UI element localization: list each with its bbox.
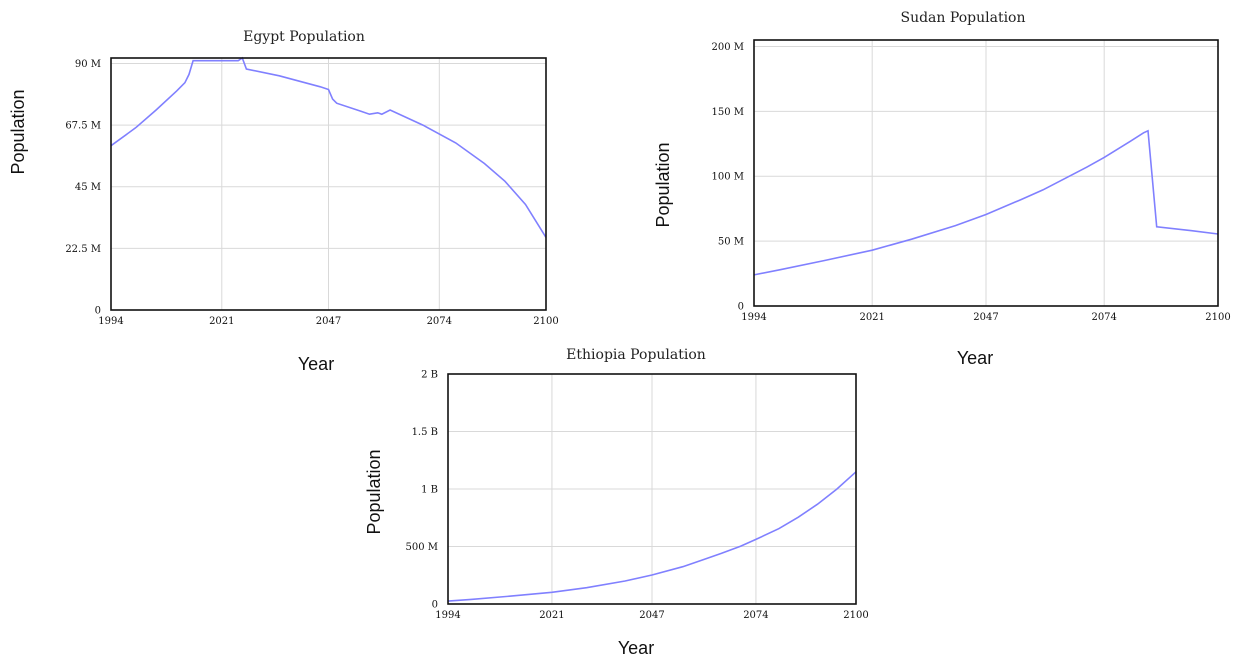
x-tick-label: 2100 [843,610,868,621]
y-axis-label: Population [8,89,28,174]
y-tick-labels: 0 50 M 100 M 150 M 200 M [711,42,744,313]
y-tick-label: 500 M [405,542,438,553]
y-axis-label: Population [653,142,673,227]
chart-title: Sudan Population [900,10,1025,26]
series-line [110,56,547,238]
series-line [447,471,857,602]
y-tick-label: 100 M [711,172,744,183]
y-tick-label: 1 B [421,485,438,496]
y-tick-label: 90 M [75,59,101,70]
y-tick-label: 0 [95,306,101,317]
x-tick-label: 2047 [973,312,998,323]
y-tick-label: 45 M [75,182,101,193]
y-tick-label: 0 [738,302,744,313]
chart-ethiopia: 1994 2021 2047 2074 2100 0 500 M 1 B 1.5 B 2 B E… [364,347,869,658]
x-tick-labels: 1994 2021 2047 2074 2100 [741,312,1230,323]
y-tick-label: 2 B [421,370,438,381]
y-tick-label: 50 M [718,237,744,248]
x-tick-label: 2021 [859,312,884,323]
y-tick-label: 200 M [711,42,744,53]
plot-frame [753,39,1219,307]
x-tick-labels: 1994 2021 2047 2074 2100 [98,316,558,327]
y-tick-label: 1.5 B [412,427,438,438]
x-tick-label: 2074 [427,316,452,327]
x-axis-label: Year [618,638,654,658]
y-tick-label: 22.5 M [65,244,101,255]
plot-frame [447,373,857,605]
gridlines [448,374,856,604]
chart-title: Egypt Population [243,29,365,45]
x-tick-label: 2074 [1091,312,1116,323]
x-tick-label: 1994 [98,316,123,327]
x-tick-label: 2047 [639,610,664,621]
x-axis-label: Year [957,348,993,368]
x-tick-labels: 1994 2021 2047 2074 2100 [435,610,868,621]
y-tick-labels: 0 500 M 1 B 1.5 B 2 B [405,370,438,611]
chart-sudan: 1994 2021 2047 2074 2100 0 50 M 100 M 150 M 200 … [653,10,1231,368]
y-axis-label: Population [364,449,384,534]
series-line [753,129,1219,276]
x-tick-label: 2074 [743,610,768,621]
gridlines [754,40,1218,306]
x-tick-label: 1994 [435,610,460,621]
gridlines [111,58,546,310]
plot-frame [110,57,547,311]
y-tick-label: 67.5 M [65,121,101,132]
x-tick-label: 2021 [539,610,564,621]
y-tick-labels: 0 22.5 M 45 M 67.5 M 90 M [65,59,101,317]
x-tick-label: 2021 [209,316,234,327]
y-tick-label: 0 [432,600,438,611]
x-tick-label: 1994 [741,312,766,323]
x-tick-label: 2100 [533,316,558,327]
x-tick-label: 2047 [316,316,341,327]
chart-egypt: 1994 2021 2047 2074 2100 0 22.5 M 45 M 67.5 M 90… [8,29,559,374]
x-axis-label: Year [298,354,334,374]
chart-title: Ethiopia Population [566,347,706,363]
y-tick-label: 150 M [711,107,744,118]
x-tick-label: 2100 [1205,312,1230,323]
